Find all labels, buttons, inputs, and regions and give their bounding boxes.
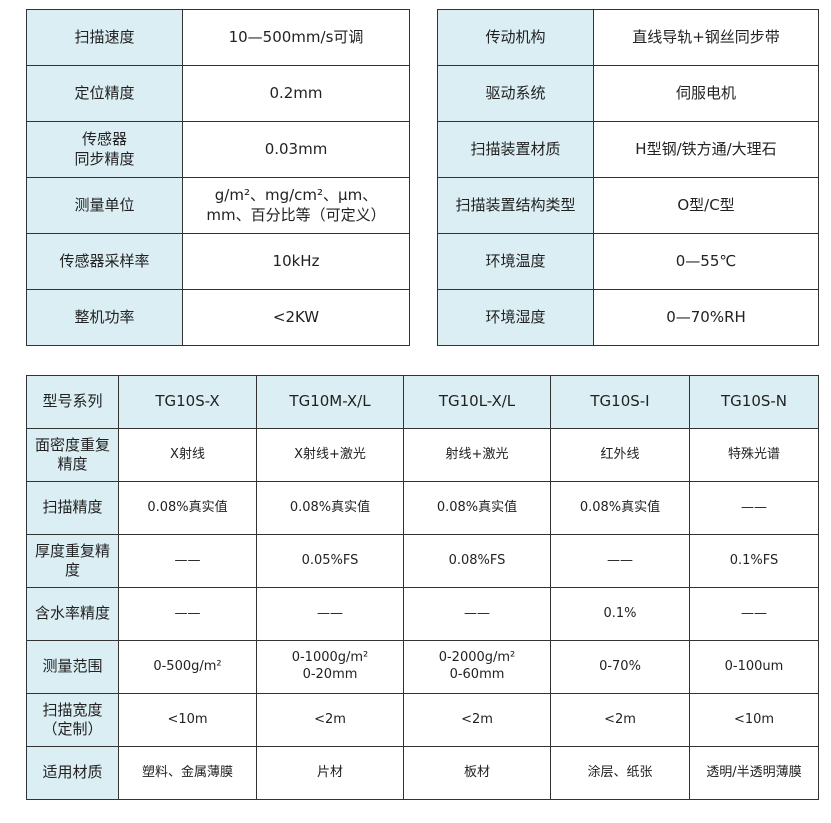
model-cell: 0.08%FS	[403, 534, 551, 588]
model-header-row: 型号系列 TG10S-X TG10M-X/L TG10L-X/L TG10S-I TG10…	[26, 375, 819, 429]
spec-row: 传感器采样率 10kHz	[26, 233, 410, 290]
model-cell: 透明/半透明薄膜	[689, 746, 819, 800]
model-cell: 0-2000g/m² 0-60mm	[403, 640, 551, 694]
spec-row: 扫描装置结构类型 O型/C型	[437, 177, 819, 234]
spec-value: 0.2mm	[182, 65, 410, 122]
model-cell: <2m	[403, 693, 551, 747]
model-row: 面密度重复精度 X射线 X射线+激光 射线+激光 红外线 特殊光谱	[26, 428, 819, 482]
model-cell: 0.08%真实值	[256, 481, 404, 535]
model-row: 测量范围 0-500g/m² 0-1000g/m² 0-20mm 0-2000g/m²…	[26, 640, 819, 694]
spec-value: g/m²、mg/cm²、μm、 mm、百分比等（可定义）	[182, 177, 410, 234]
model-header-cell: 型号系列	[26, 375, 119, 429]
model-row-label: 适用材质	[26, 746, 119, 800]
model-row: 扫描宽度（定制） <10m <2m <2m <2m <10m	[26, 693, 819, 747]
spec-row: 定位精度 0.2mm	[26, 65, 410, 122]
model-cell: 0.1%FS	[689, 534, 819, 588]
model-cell: ——	[256, 587, 404, 641]
model-cell: 0-1000g/m² 0-20mm	[256, 640, 404, 694]
spec-row: 传感器 同步精度 0.03mm	[26, 121, 410, 178]
model-row-label: 扫描宽度（定制）	[26, 693, 119, 747]
spec-label: 测量单位	[26, 177, 183, 234]
spec-table-left: 扫描速度 10—500mm/s可调 定位精度 0.2mm 传感器 同步精度 0.03mm 测…	[26, 9, 410, 346]
model-cell: ——	[118, 534, 257, 588]
model-cell: 片材	[256, 746, 404, 800]
model-row-label: 含水率精度	[26, 587, 119, 641]
model-cell: 塑料、金属薄膜	[118, 746, 257, 800]
model-cell: 0.08%真实值	[550, 481, 690, 535]
model-row: 厚度重复精度 —— 0.05%FS 0.08%FS —— 0.1%FS	[26, 534, 819, 588]
spec-row: 扫描速度 10—500mm/s可调	[26, 9, 410, 66]
spec-label: 传感器 同步精度	[26, 121, 183, 178]
model-cell: X射线	[118, 428, 257, 482]
model-cell: <2m	[256, 693, 404, 747]
spec-label: 驱动系统	[437, 65, 594, 122]
model-row: 扫描精度 0.08%真实值 0.08%真实值 0.08%真实值 0.08%真实值 ——	[26, 481, 819, 535]
spec-table-right: 传动机构 直线导轨+钢丝同步带 驱动系统 伺服电机 扫描装置材质 H型钢/铁方通/大理石扫…	[437, 9, 819, 346]
spec-label: 传动机构	[437, 9, 594, 66]
model-row-label: 测量范围	[26, 640, 119, 694]
model-header-cell: TG10S-X	[118, 375, 257, 429]
model-header-cell: TG10S-N	[689, 375, 819, 429]
model-cell: 0-100um	[689, 640, 819, 694]
model-cell: 射线+激光	[403, 428, 551, 482]
spec-label: 整机功率	[26, 289, 183, 346]
model-cell: 特殊光谱	[689, 428, 819, 482]
spec-label: 环境温度	[437, 233, 594, 290]
spec-value: 10—500mm/s可调	[182, 9, 410, 66]
model-header-cell: TG10M-X/L	[256, 375, 404, 429]
model-header-cell: TG10L-X/L	[403, 375, 551, 429]
model-cell: <10m	[118, 693, 257, 747]
spec-value: 10kHz	[182, 233, 410, 290]
spec-row: 测量单位 g/m²、mg/cm²、μm、 mm、百分比等（可定义）	[26, 177, 410, 234]
spec-value: 0.03mm	[182, 121, 410, 178]
spec-value: 伺服电机	[593, 65, 819, 122]
model-cell: 0-500g/m²	[118, 640, 257, 694]
model-row: 含水率精度 —— —— —— 0.1% ——	[26, 587, 819, 641]
spec-label: 扫描装置结构类型	[437, 177, 594, 234]
model-cell: ——	[403, 587, 551, 641]
model-cell: ——	[550, 534, 690, 588]
model-row: 适用材质 塑料、金属薄膜 片材 板材 涂层、纸张 透明/半透明薄膜	[26, 746, 819, 800]
spec-value: 0—55℃	[593, 233, 819, 290]
model-table: 型号系列 TG10S-X TG10M-X/L TG10L-X/L TG10S-I TG10…	[26, 375, 819, 800]
spec-row: 环境温度 0—55℃	[437, 233, 819, 290]
model-header-cell: TG10S-I	[550, 375, 690, 429]
spec-label: 传感器采样率	[26, 233, 183, 290]
model-cell: ——	[689, 481, 819, 535]
spec-row: 环境湿度 0—70%RH	[437, 289, 819, 346]
model-cell: 0-70%	[550, 640, 690, 694]
model-cell: 0.08%真实值	[118, 481, 257, 535]
model-cell: X射线+激光	[256, 428, 404, 482]
model-row-label: 扫描精度	[26, 481, 119, 535]
spec-value: 0—70%RH	[593, 289, 819, 346]
model-cell: <2m	[550, 693, 690, 747]
model-cell: <10m	[689, 693, 819, 747]
spec-row: 整机功率 <2KW	[26, 289, 410, 346]
model-cell: 0.08%真实值	[403, 481, 551, 535]
model-cell: 涂层、纸张	[550, 746, 690, 800]
model-cell: 红外线	[550, 428, 690, 482]
spec-row: 扫描装置材质 H型钢/铁方通/大理石	[437, 121, 819, 178]
spec-label: 环境湿度	[437, 289, 594, 346]
model-cell: 板材	[403, 746, 551, 800]
model-row-label: 厚度重复精度	[26, 534, 119, 588]
spec-label: 扫描速度	[26, 9, 183, 66]
spec-label: 定位精度	[26, 65, 183, 122]
model-row-label: 面密度重复精度	[26, 428, 119, 482]
spec-value: <2KW	[182, 289, 410, 346]
spec-value: 直线导轨+钢丝同步带	[593, 9, 819, 66]
model-cell: ——	[118, 587, 257, 641]
spec-row: 驱动系统 伺服电机	[437, 65, 819, 122]
spec-value: O型/C型	[593, 177, 819, 234]
model-cell: ——	[689, 587, 819, 641]
spec-row: 传动机构 直线导轨+钢丝同步带	[437, 9, 819, 66]
spec-label: 扫描装置材质	[437, 121, 594, 178]
model-cell: 0.1%	[550, 587, 690, 641]
spec-value: H型钢/铁方通/大理石	[593, 121, 819, 178]
model-cell: 0.05%FS	[256, 534, 404, 588]
